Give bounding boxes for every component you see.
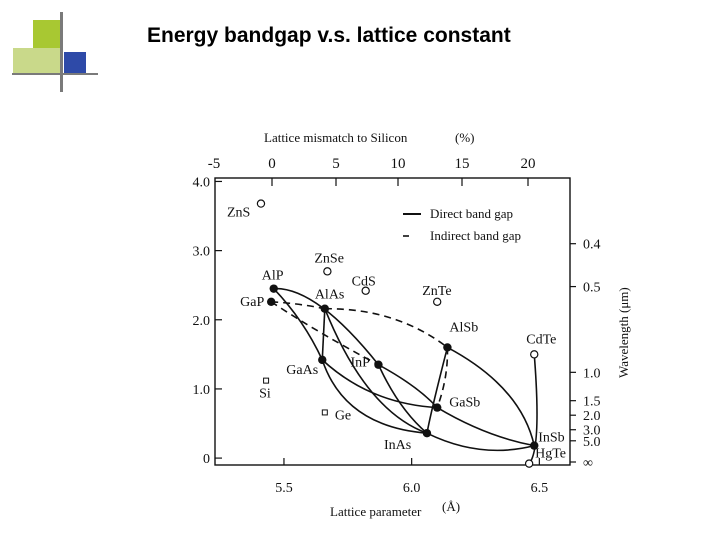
corner-deco-hline	[12, 73, 98, 75]
curve-alsb-inas	[426, 347, 449, 434]
point-label-znse: ZnSe	[314, 251, 344, 266]
x-tick-label: 6.5	[531, 481, 549, 496]
point-indirect-gap	[266, 297, 276, 306]
point-direct-insb	[530, 441, 539, 450]
point-square-si	[263, 377, 270, 384]
corner-deco-vline	[60, 12, 63, 92]
point-direct-alsb	[443, 343, 452, 352]
corner-deco-blue	[64, 52, 86, 74]
plot-border	[214, 177, 571, 466]
top-tick-label: 10	[391, 156, 406, 172]
curve-gaas-gasb	[321, 359, 438, 409]
point-label-cdte: CdTe	[526, 332, 556, 347]
curve-inas-insb	[426, 432, 535, 452]
alloy-curves	[270, 287, 538, 465]
x-axis-ticks: 5.5 6.0 6.5	[275, 458, 548, 496]
point-direct-gaas	[318, 355, 327, 365]
legend-indirect-label: Indirect band gap	[430, 228, 521, 243]
legend: Direct band gap Indirect band gap	[403, 206, 521, 243]
plot-frame	[214, 177, 571, 466]
point-label-hgte: HgTe	[535, 447, 566, 462]
curve-gap-alas	[271, 300, 325, 310]
legend-direct-label: Direct band gap	[430, 206, 513, 221]
x-axis-label: Lattice parameter	[330, 504, 422, 519]
corner-deco-lime	[33, 20, 61, 48]
x-axis-unit: (Å)	[442, 499, 460, 514]
y-tick-label: 3.0	[193, 245, 211, 260]
top-tick-label: -5	[208, 156, 221, 172]
y-tick-label: 0	[203, 452, 210, 467]
point-label-gaas: GaAs	[286, 363, 318, 378]
point-label-cds: CdS	[352, 275, 376, 290]
point-label-si: Si	[259, 387, 271, 402]
slide-title: Energy bandgap v.s. lattice constant	[147, 24, 511, 47]
right-tick-label: 0.4	[583, 238, 601, 253]
curve-alp-inp	[273, 287, 380, 366]
point-open-cdte	[530, 350, 539, 359]
top-axis-label: Lattice mismatch to Silicon	[264, 130, 408, 145]
data-marks: AlP GaAs InP GaSb InAs InSb AlSb GaP AlAs ZnS ZnSe…	[227, 199, 566, 468]
y-axis-ticks: 0 1.0 2.0 3.0 4.0	[193, 175, 222, 467]
point-open-znse	[323, 267, 332, 276]
point-label-gap: GaP	[240, 295, 264, 310]
point-label-alas: AlAs	[315, 288, 345, 303]
top-axis-unit: (%)	[455, 130, 475, 145]
point-open-cds	[361, 286, 370, 295]
curve-cdte-hgte	[528, 354, 538, 465]
right-tick-label: 0.5	[583, 281, 601, 296]
point-label-insb: InSb	[538, 431, 564, 446]
x-tick-label: 5.5	[275, 481, 293, 496]
point-label-inp: InP	[350, 356, 370, 371]
point-label-alsb: AlSb	[449, 320, 478, 335]
top-tick-label: 5	[332, 156, 340, 172]
point-indirect-alas	[320, 304, 330, 313]
curve-gaas-inas	[321, 359, 428, 434]
point-label-znte: ZnTe	[422, 284, 451, 299]
point-label-ge: Ge	[335, 408, 351, 423]
curve-alas-alsb	[324, 307, 448, 349]
point-open-znte	[432, 297, 442, 306]
curve-alsb-insb	[447, 346, 536, 446]
point-label-inas: InAs	[384, 438, 411, 453]
top-tick-label: 15	[455, 156, 470, 172]
right-tick-label: 2.0	[583, 409, 601, 424]
point-label-alp: AlP	[262, 269, 284, 284]
curve-alas-inas	[324, 308, 428, 434]
right-axis-label: Wavelength (μm)	[616, 287, 631, 378]
y-tick-label: 4.0	[193, 175, 211, 190]
curve-gap-inp	[270, 301, 379, 366]
curve-alsb-gasb	[436, 347, 449, 408]
point-label-gasb: GaSb	[449, 396, 480, 411]
corner-deco-light	[13, 48, 61, 74]
curve-alp-gaas	[273, 288, 323, 361]
curve-inp-gasb	[378, 364, 438, 409]
y-tick-label: 2.0	[193, 314, 211, 329]
point-direct-gasb	[432, 403, 442, 412]
top-tick-label: 0	[268, 156, 276, 172]
top-axis-ticks: -5 0 5 10 15 20	[208, 156, 536, 186]
point-direct-alp	[269, 284, 278, 293]
right-tick-label: ∞	[583, 456, 593, 471]
right-axis-ticks: 0.4 0.5 1.0 1.52.03.05.0 ∞	[570, 238, 601, 471]
point-direct-inas	[422, 428, 432, 438]
curve-inp-inas	[377, 364, 428, 434]
point-square-ge	[321, 409, 328, 416]
right-tick-label: 1.5	[583, 395, 601, 410]
curve-gasb-insb	[436, 406, 535, 447]
point-direct-inp	[374, 360, 383, 369]
right-tick-label: 1.0	[583, 366, 601, 381]
curve-alas-gaas	[321, 308, 326, 360]
point-open-zns	[256, 199, 266, 208]
x-tick-label: 6.0	[403, 481, 421, 496]
point-label-zns: ZnS	[227, 206, 250, 221]
y-tick-label: 1.0	[193, 383, 211, 398]
point-open-hgte	[524, 459, 534, 468]
right-tick-label: 3.0	[583, 424, 601, 439]
top-tick-label: 20	[521, 156, 536, 172]
right-tick-label: 5.0	[583, 435, 601, 450]
